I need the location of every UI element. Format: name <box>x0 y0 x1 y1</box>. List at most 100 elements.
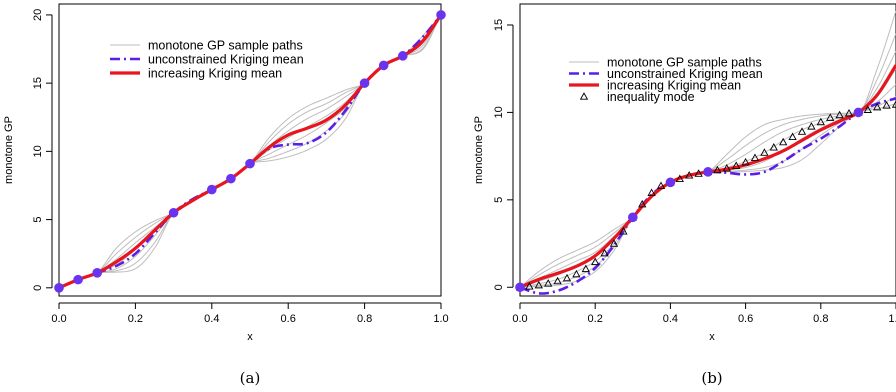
design-point <box>73 274 83 285</box>
plot-frame-a <box>58 3 442 297</box>
design-points-b <box>515 107 864 293</box>
design-point <box>359 78 370 88</box>
inequality-mode-point <box>675 174 684 183</box>
inequality-mode-point <box>788 132 797 141</box>
legend-label: inequality mode <box>607 90 695 104</box>
legend-label: unconstrained Kriging mean <box>148 53 304 67</box>
inequality-mode-point <box>807 122 816 130</box>
y-axis-label-b: monotone GP <box>473 116 485 184</box>
design-point <box>853 107 864 118</box>
inequality-mode-point <box>656 181 666 190</box>
inequality-mode-point <box>581 264 590 273</box>
inequality-mode-point <box>638 199 647 208</box>
legend-label: increasing Kriging mean <box>607 79 741 93</box>
x-tick-label: 1.0 <box>888 313 896 325</box>
x-tick-label: 0.2 <box>588 313 603 325</box>
design-point <box>168 207 179 218</box>
inequality-mode-point <box>826 113 835 121</box>
sample-path <box>519 84 896 288</box>
x-tick-label: 0.2 <box>128 313 143 325</box>
x-tick-label: 0.8 <box>813 313 828 325</box>
design-points-a <box>54 10 446 293</box>
axes-b: 0.0 0.2 0.4 0.6 0.8 1.0 0 5 10 15 <box>493 19 896 325</box>
inequality-mode-point <box>741 157 750 166</box>
x-axis-label-b: x <box>709 331 715 343</box>
inequality-mode-b <box>515 100 896 291</box>
x-tick-label: 0.4 <box>204 313 219 325</box>
design-point <box>92 268 102 278</box>
x-axis-label-a: x <box>247 331 253 343</box>
y-tick-label: 10 <box>32 145 44 157</box>
design-point <box>628 212 638 223</box>
inequality-mode-point <box>544 279 553 287</box>
unconstrained-kriging-mean-line <box>519 97 896 295</box>
inequality-mode-point <box>732 161 741 169</box>
y-tick-label: 5 <box>32 217 44 223</box>
inequality-mode-point <box>882 101 891 109</box>
plot-frame-b <box>519 3 896 297</box>
inequality-mode-point <box>891 100 896 108</box>
legend-label: unconstrained Kriging mean <box>607 67 763 81</box>
unconstrained-kriging-mean-line <box>58 14 443 290</box>
y-tick-label: 0 <box>493 284 505 290</box>
inequality-mode-point <box>609 239 619 247</box>
legend-label: increasing Kriging mean <box>148 67 282 81</box>
inequality-mode-point <box>750 153 760 162</box>
x-tick-label: 1.0 <box>433 313 448 325</box>
inequality-mode-point <box>760 148 769 156</box>
design-point <box>245 158 255 169</box>
means-b <box>519 64 896 295</box>
inequality-mode-point <box>562 273 572 282</box>
inequality-mode-point <box>525 282 534 290</box>
y-tick-label: 0 <box>32 285 44 291</box>
y-axis-label-a: monotone GP <box>3 116 15 184</box>
design-point <box>226 173 236 184</box>
inequality-mode-point <box>797 127 807 135</box>
inequality-mode-point <box>863 105 872 113</box>
sample-path <box>519 103 896 288</box>
y-tick-label: 5 <box>493 197 505 203</box>
design-point <box>54 283 64 293</box>
design-point <box>665 177 676 188</box>
design-point <box>207 184 217 195</box>
x-tick-label: 0.6 <box>738 313 753 325</box>
y-tick-label: 20 <box>32 9 44 21</box>
caption-b: (b) <box>701 369 722 387</box>
panel-a: 0.0 0.2 0.4 0.6 0.8 1.0 0 5 10 15 20 monotone GP s… <box>3 3 449 387</box>
y-tick-label: 15 <box>493 19 505 31</box>
x-tick-label: 0.4 <box>663 313 678 325</box>
y-tick-label: 10 <box>493 106 505 118</box>
inequality-mode-point <box>769 143 778 151</box>
inequality-mode-point <box>553 276 562 285</box>
inequality-mode-point <box>685 171 694 179</box>
design-point <box>378 60 389 71</box>
inequality-mode-point <box>722 164 731 172</box>
inequality-mode-point <box>835 110 844 119</box>
inequality-mode-point <box>779 137 788 146</box>
inequality-mode-point <box>844 108 854 117</box>
inequality-mode-point <box>600 248 609 257</box>
design-point <box>703 167 713 177</box>
x-tick-label: 0.0 <box>51 313 66 325</box>
panel-b: 0.0 0.2 0.4 0.6 0.8 1.0 0 5 10 15 monotone GP sam… <box>473 3 896 387</box>
axes-a: 0.0 0.2 0.4 0.6 0.8 1.0 0 5 10 15 20 <box>32 9 449 325</box>
caption-a: (a) <box>240 369 261 387</box>
legend-label: monotone GP sample paths <box>607 56 762 70</box>
legend-swatch-mode <box>579 92 589 100</box>
inequality-mode-point <box>713 165 722 174</box>
design-point <box>436 10 446 20</box>
inequality-mode-point <box>591 257 600 266</box>
inequality-mode-point <box>534 280 543 289</box>
x-tick-label: 0.0 <box>512 313 527 325</box>
y-tick-label: 15 <box>32 77 44 89</box>
inequality-mode-point <box>694 169 703 177</box>
sample-path <box>519 68 896 288</box>
inequality-mode-point <box>816 117 825 126</box>
inequality-mode-point <box>572 269 581 278</box>
legend-label: monotone GP sample paths <box>148 39 303 53</box>
x-tick-label: 0.6 <box>281 313 296 325</box>
inequality-mode-point <box>647 188 656 197</box>
